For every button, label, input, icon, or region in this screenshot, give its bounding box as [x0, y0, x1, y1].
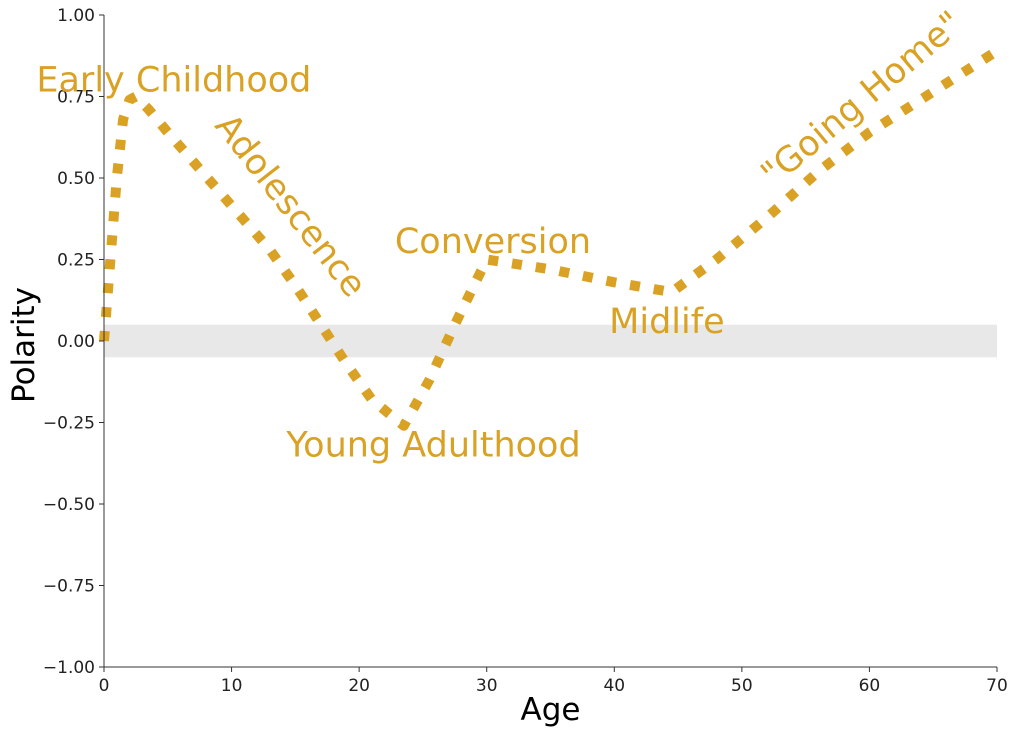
- y-ticks: −1.00 −0.75 −0.50 −0.25 0.00 0.25 0.50 0.75 1.00: [43, 6, 104, 678]
- y-tick-label: 1.00: [57, 6, 95, 26]
- y-tick-label: −0.25: [43, 414, 95, 434]
- x-tick-label: 0: [99, 676, 110, 696]
- annotation-label: Midlife: [609, 302, 724, 342]
- annotation-label: Early Childhood: [36, 61, 311, 101]
- x-tick-label: 50: [731, 676, 753, 696]
- y-tick-label: 0.75: [57, 88, 95, 108]
- x-tick-label: 60: [859, 676, 881, 696]
- neutral-band: [104, 324, 997, 358]
- x-tick-label: 10: [221, 676, 243, 696]
- y-tick-label: 0.00: [57, 332, 95, 352]
- y-tick-label: −1.00: [43, 658, 95, 678]
- x-tick-label: 70: [986, 676, 1008, 696]
- x-axis-title: Age: [521, 692, 581, 728]
- y-axis-title: Polarity: [6, 287, 42, 403]
- y-tick-label: −0.75: [43, 577, 95, 597]
- x-tick-label: 30: [476, 676, 498, 696]
- x-ticks: 0 10 20 30 40 50 60 70: [99, 667, 1008, 696]
- series-line: [99, 46, 1000, 431]
- annotation-label: Conversion: [395, 222, 591, 262]
- annotation-label: Young Adulthood: [285, 426, 580, 466]
- x-tick-label: 40: [603, 676, 625, 696]
- y-tick-label: −0.50: [43, 495, 95, 515]
- x-tick-label: 20: [348, 676, 370, 696]
- y-tick-label: 0.50: [57, 169, 95, 189]
- annotation-label: "Going Home": [754, 4, 971, 195]
- y-tick-label: 0.25: [57, 251, 95, 271]
